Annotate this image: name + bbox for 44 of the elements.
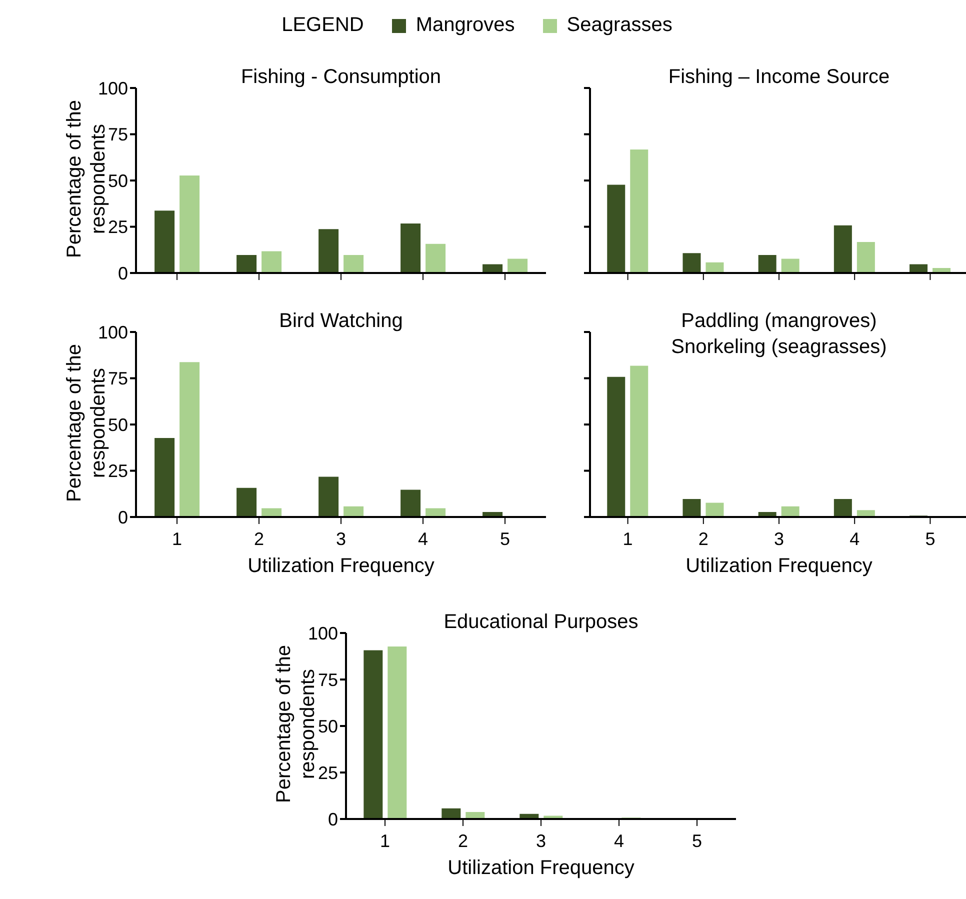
- x-tick-label: 3: [774, 528, 784, 549]
- y-tick-label: 25: [108, 217, 128, 238]
- y-tick-label: 50: [108, 170, 128, 191]
- y-axis-title: Percentage of the respondents: [63, 100, 109, 258]
- y-tick-label: 50: [108, 414, 128, 435]
- x-axis-title: Utilization Frequency: [246, 555, 436, 578]
- y-tick-label: 100: [98, 78, 128, 98]
- y-tick-label: 75: [108, 368, 128, 389]
- x-tick-label: 1: [622, 528, 633, 549]
- legend-label: Seagrasses: [566, 14, 672, 37]
- y-tick-label: 100: [308, 623, 338, 644]
- x-axis-title: Utilization Frequency: [684, 555, 874, 578]
- y-tick-label: 25: [108, 461, 128, 482]
- y-tick-label: 75: [108, 124, 128, 145]
- x-tick-label: 5: [925, 528, 936, 549]
- legend-title: LEGEND: [282, 14, 364, 37]
- x-tick-label: 5: [500, 528, 510, 549]
- x-tick-label: 3: [336, 528, 346, 549]
- y-axis-title: Percentage of the respondents: [273, 645, 319, 803]
- x-tick-label: 2: [698, 528, 708, 549]
- chart-title: Fishing – Income Source: [667, 65, 891, 90]
- y-tick-label: 0: [328, 809, 338, 830]
- x-axis-title: Utilization Frequency: [446, 857, 636, 880]
- x-tick-label: 1: [172, 528, 182, 549]
- x-tick-label: 2: [254, 528, 264, 549]
- chart-title: Paddling (mangroves) Snorkeling (seagrasses): [670, 309, 888, 360]
- y-tick-label: 75: [318, 670, 338, 690]
- x-tick-label: 4: [614, 830, 624, 851]
- chart-title: Fishing - Consumption: [240, 65, 442, 90]
- y-tick-label: 50: [318, 716, 338, 736]
- y-tick-label: 100: [98, 322, 128, 342]
- y-axis-title: Percentage of the respondents: [63, 344, 109, 502]
- x-tick-label: 4: [418, 528, 428, 549]
- x-tick-label: 4: [850, 528, 860, 549]
- x-tick-label: 5: [692, 830, 702, 851]
- y-tick-label: 0: [118, 263, 128, 284]
- chart-title: Educational Purposes: [442, 610, 640, 635]
- chart-title: Bird Watching: [278, 309, 404, 334]
- x-tick-label: 1: [380, 830, 390, 851]
- x-tick-label: 3: [536, 830, 546, 851]
- legend-label: Mangroves: [416, 14, 515, 37]
- y-tick-label: 0: [118, 507, 128, 528]
- y-tick-label: 25: [318, 762, 338, 783]
- x-tick-label: 2: [458, 830, 468, 851]
